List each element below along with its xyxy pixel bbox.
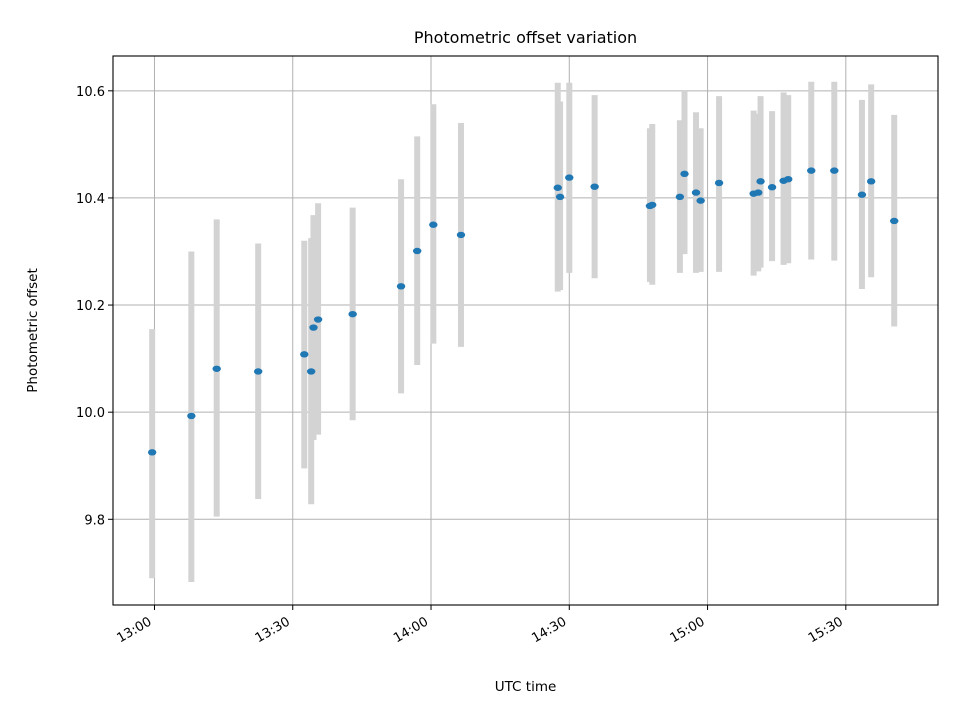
data-point [565, 174, 574, 181]
data-point [456, 231, 466, 239]
data-point [396, 283, 406, 290]
y-tick-label: 10.4 [76, 192, 105, 207]
data-point [675, 193, 685, 201]
y-tick-label: 10.2 [76, 299, 105, 314]
x-tick-label: 15:30 [806, 614, 846, 646]
data-point [648, 201, 657, 209]
data-point [830, 167, 839, 174]
data-point [714, 179, 724, 187]
data-point [212, 365, 221, 372]
y-tick-label: 10.6 [76, 85, 105, 100]
data-point [857, 191, 867, 198]
x-tick-label: 15:00 [668, 614, 708, 646]
data-point [691, 189, 701, 196]
x-tick-label: 14:00 [391, 614, 431, 646]
data-point [784, 175, 793, 183]
y-tick-label: 9.8 [84, 513, 105, 528]
data-point [412, 247, 422, 255]
x-tick-label: 13:30 [253, 614, 293, 646]
data-point [754, 189, 763, 196]
x-tick-label: 14:30 [529, 614, 569, 646]
data-point [429, 221, 438, 228]
y-axis-ticks: 9.8 10.0 10.2 10.4 10.6 [76, 85, 113, 528]
data-points [147, 167, 899, 456]
data-point [555, 193, 565, 201]
data-point [553, 184, 562, 191]
data-point [348, 310, 357, 318]
data-point [309, 324, 318, 331]
error-bars [149, 81, 898, 582]
data-point [306, 368, 316, 375]
data-point [756, 178, 765, 185]
data-point [313, 316, 323, 323]
data-point [807, 167, 816, 174]
data-point [147, 449, 157, 456]
y-axis-label: Photometric offset [25, 268, 41, 392]
x-axis-label: UTC time [495, 679, 557, 695]
x-tick-label: 13:00 [115, 614, 155, 646]
plot-frame [112, 55, 939, 606]
data-point [696, 197, 705, 204]
data-point [187, 412, 196, 420]
data-point [590, 183, 599, 190]
y-tick-label: 10.0 [76, 406, 105, 421]
chart-title: Photometric offset variation [414, 28, 637, 47]
data-point [300, 351, 309, 358]
data-point [253, 368, 263, 375]
data-point [866, 178, 876, 185]
data-point [680, 170, 689, 178]
x-axis-ticks: 13:00 13:30 14:00 14:30 15:00 15:30 [115, 605, 847, 646]
data-point [890, 217, 899, 225]
data-point [767, 184, 777, 191]
